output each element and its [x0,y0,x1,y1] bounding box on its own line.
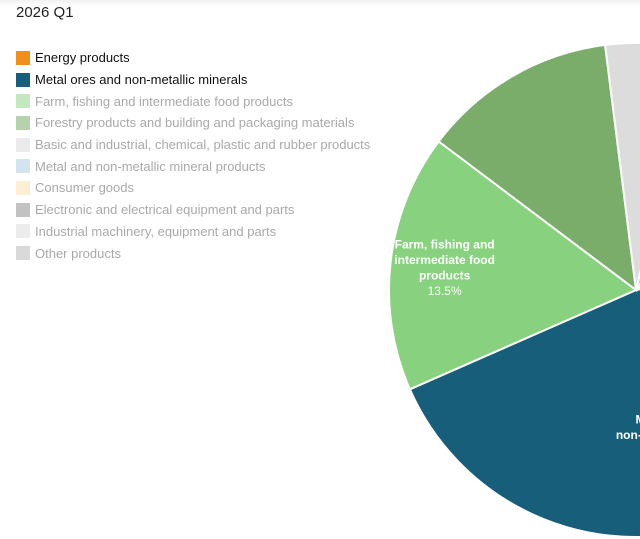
slice-label-farm-fishing-and-intermediate-food-products: intermediate food [394,253,495,267]
legend-item-metal-ores-and-non-metallic-minerals[interactable]: Metal ores and non-metallic minerals [16,69,370,91]
legend-swatch [16,202,30,217]
legend-item-electronic-and-electrical-equipment-and-parts[interactable]: Electronic and electrical equipment and … [16,199,370,221]
legend-swatch [16,159,30,174]
legend-swatch [16,246,30,261]
legend-label: Energy products [35,50,130,66]
chart-legend: Energy products Metal ores and non-metall… [16,47,370,264]
pie-slice-consumer-goods[interactable] [635,89,640,291]
pie-slices [388,42,640,538]
pie-slice-basic-and-industrial-chemical-plastic-and-rubber-products[interactable] [603,42,640,291]
chart-title: 2026 Q1 [16,4,74,21]
slice-label-farm-fishing-and-intermediate-food-products: products [419,269,471,283]
legend-label: Other products [35,245,121,261]
legend-label: Metal and non-metallic mineral products [35,158,266,174]
legend-label: Farm, fishing and intermediate food prod… [35,93,293,109]
legend-label: Electronic and electrical equipment and … [35,202,295,218]
slice-label-metal-ores-and-non-metallic-minerals: non-metallic minerals [616,428,640,442]
pie-slice-labels: Metal ores and non-metallic minerals Farm,… [394,238,640,442]
legend-item-energy-products[interactable]: Energy products [16,47,370,69]
pie-slice-other-products[interactable] [635,221,640,291]
legend-swatch [16,180,30,195]
legend-label: Metal ores and non-metallic minerals [35,72,248,88]
legend-item-metal-and-non-metallic-mineral-products[interactable]: Metal and non-metallic mineral products [16,155,370,177]
legend-swatch [16,137,30,152]
legend-swatch [16,224,30,239]
pie-slice-forestry-products-and-building-and-packaging-materials[interactable] [437,43,638,293]
legend-swatch [16,94,30,109]
pie-slice-metal-and-non-metallic-mineral-products[interactable] [635,50,640,291]
legend-item-consumer-goods[interactable]: Consumer goods [16,177,370,199]
legend-label: Basic and industrial, chemical, plastic … [35,137,371,153]
legend-item-farm-fishing-and-intermediate-food-products[interactable]: Farm, fishing and intermediate food prod… [16,90,370,112]
slice-value-farm-fishing-and-intermediate-food-products: 13.5% [428,284,462,298]
legend-swatch [16,72,30,87]
pie-slice-farm-fishing-and-intermediate-food-products[interactable] [388,140,638,391]
pie-slice-metal-ores-and-non-metallic-minerals[interactable] [408,247,640,538]
legend-item-industrial-machinery-equipment-and-parts[interactable]: Industrial machinery, equipment and part… [16,221,370,243]
slice-label-metal-ores-and-non-metallic-minerals: Metal ores and [636,412,640,426]
legend-label: Industrial machinery, equipment and part… [35,223,277,239]
legend-label: Consumer goods [35,180,134,196]
legend-swatch [16,115,30,130]
legend-item-forestry-products-and-building-and-packaging-materials[interactable]: Forestry products and building and packa… [16,112,370,134]
slice-label-farm-fishing-and-intermediate-food-products: Farm, fishing and [395,238,495,252]
legend-swatch [16,50,30,65]
legend-label: Forestry products and building and packa… [35,115,355,131]
legend-item-other-products[interactable]: Other products [16,242,370,264]
top-shadow [0,0,640,6]
legend-item-basic-and-industrial-chemical-plastic-and-rubber-products[interactable]: Basic and industrial, chemical, plastic … [16,134,370,156]
